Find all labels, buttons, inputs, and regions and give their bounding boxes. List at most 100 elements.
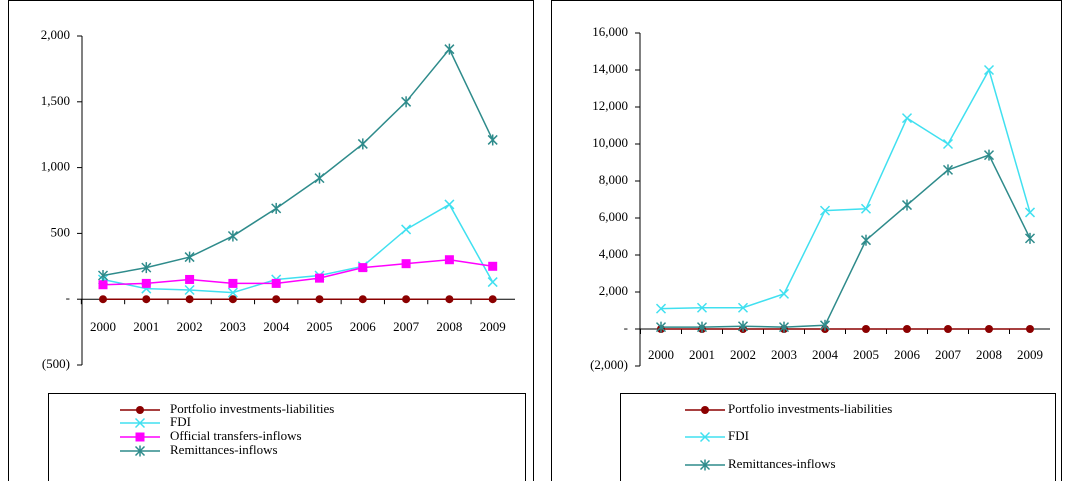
marker <box>444 43 455 55</box>
marker <box>901 113 913 124</box>
marker-shape <box>271 278 281 288</box>
marker <box>228 278 238 288</box>
marker <box>983 149 995 161</box>
marker-shape <box>99 295 107 304</box>
marker-shape <box>402 295 411 304</box>
y-tick-label: 500 <box>51 224 71 239</box>
series-line <box>102 47 494 277</box>
marker-shape <box>860 203 872 214</box>
marker <box>271 278 281 288</box>
marker <box>185 274 195 284</box>
x-tick-label: 2002 <box>730 347 756 362</box>
marker-shape <box>701 406 709 414</box>
y-tick-label: - <box>66 290 70 305</box>
marker <box>487 134 498 146</box>
y-tick-label: - <box>624 320 628 335</box>
y-tick-label: (2,000) <box>590 357 628 372</box>
marker <box>141 262 152 274</box>
marker <box>314 172 325 184</box>
marker-shape <box>445 295 454 304</box>
marker-shape <box>444 255 454 265</box>
marker <box>1026 325 1034 333</box>
y-tick-label: 10,000 <box>592 135 628 150</box>
marker <box>134 417 146 429</box>
marker-shape <box>778 288 790 299</box>
marker <box>819 205 831 216</box>
marker <box>903 325 911 333</box>
x-tick-label: 2007 <box>393 319 420 334</box>
x-tick-label: 2005 <box>307 319 333 334</box>
legend-label: FDI <box>170 414 191 429</box>
marker-shape <box>227 287 238 298</box>
marker <box>358 263 368 273</box>
y-tick-label: 8,000 <box>599 172 628 187</box>
marker <box>901 199 913 211</box>
marker-shape <box>487 277 498 288</box>
x-tick-label: 2008 <box>976 347 1002 362</box>
marker-shape <box>401 224 412 235</box>
x-tick-label: 2004 <box>263 319 290 334</box>
marker <box>1024 232 1036 244</box>
marker <box>401 224 412 235</box>
marker-shape <box>185 274 195 284</box>
marker-shape <box>136 406 144 414</box>
marker <box>315 295 324 304</box>
marker-shape <box>228 278 238 288</box>
marker <box>134 445 146 457</box>
marker <box>99 295 107 304</box>
marker <box>444 255 454 265</box>
marker-shape <box>901 113 913 124</box>
marker-shape <box>819 205 831 216</box>
marker-shape <box>699 431 711 443</box>
x-tick-label: 2003 <box>220 319 246 334</box>
marker <box>696 302 708 313</box>
y-tick-label: 1,500 <box>41 93 70 108</box>
marker <box>737 302 749 313</box>
marker <box>135 432 145 442</box>
y-tick-label: 6,000 <box>599 209 628 224</box>
marker-shape <box>98 280 108 290</box>
y-tick-label: 14,000 <box>592 61 628 76</box>
x-tick-label: 2009 <box>1017 347 1043 362</box>
marker <box>696 321 708 333</box>
marker-shape <box>135 432 145 442</box>
marker <box>315 273 324 283</box>
x-tick-label: 2002 <box>177 319 203 334</box>
series-line <box>661 154 1031 328</box>
marker <box>358 295 367 304</box>
x-tick-label: 2000 <box>90 319 116 334</box>
marker-shape <box>228 295 237 304</box>
marker <box>655 321 667 333</box>
x-tick-label: 2004 <box>812 347 839 362</box>
marker-shape <box>315 295 324 304</box>
marker-shape <box>141 278 151 288</box>
marker <box>701 406 709 414</box>
marker <box>227 287 238 298</box>
x-tick-label: 2001 <box>133 319 159 334</box>
marker <box>487 277 498 288</box>
y-tick-label: 1,000 <box>41 159 70 174</box>
marker-shape <box>983 64 995 76</box>
marker <box>401 259 411 269</box>
marker <box>401 96 412 108</box>
marker <box>488 295 497 304</box>
legend-label: Remittances-inflows <box>170 442 278 457</box>
marker <box>1024 207 1036 218</box>
marker <box>737 320 749 332</box>
marker <box>860 203 872 214</box>
legend-label: Remittances-inflows <box>728 456 836 471</box>
marker <box>97 270 109 282</box>
marker-shape <box>358 295 367 304</box>
marker <box>142 295 151 304</box>
x-tick-label: 2009 <box>480 319 506 334</box>
marker-shape <box>985 325 993 333</box>
legend-label: FDI <box>728 428 749 443</box>
x-tick-label: 2003 <box>771 347 797 362</box>
marker-shape <box>1024 207 1036 218</box>
marker-shape <box>488 295 497 304</box>
marker-shape <box>696 302 708 313</box>
marker <box>402 295 411 304</box>
marker <box>98 280 108 290</box>
marker-shape <box>737 302 749 313</box>
